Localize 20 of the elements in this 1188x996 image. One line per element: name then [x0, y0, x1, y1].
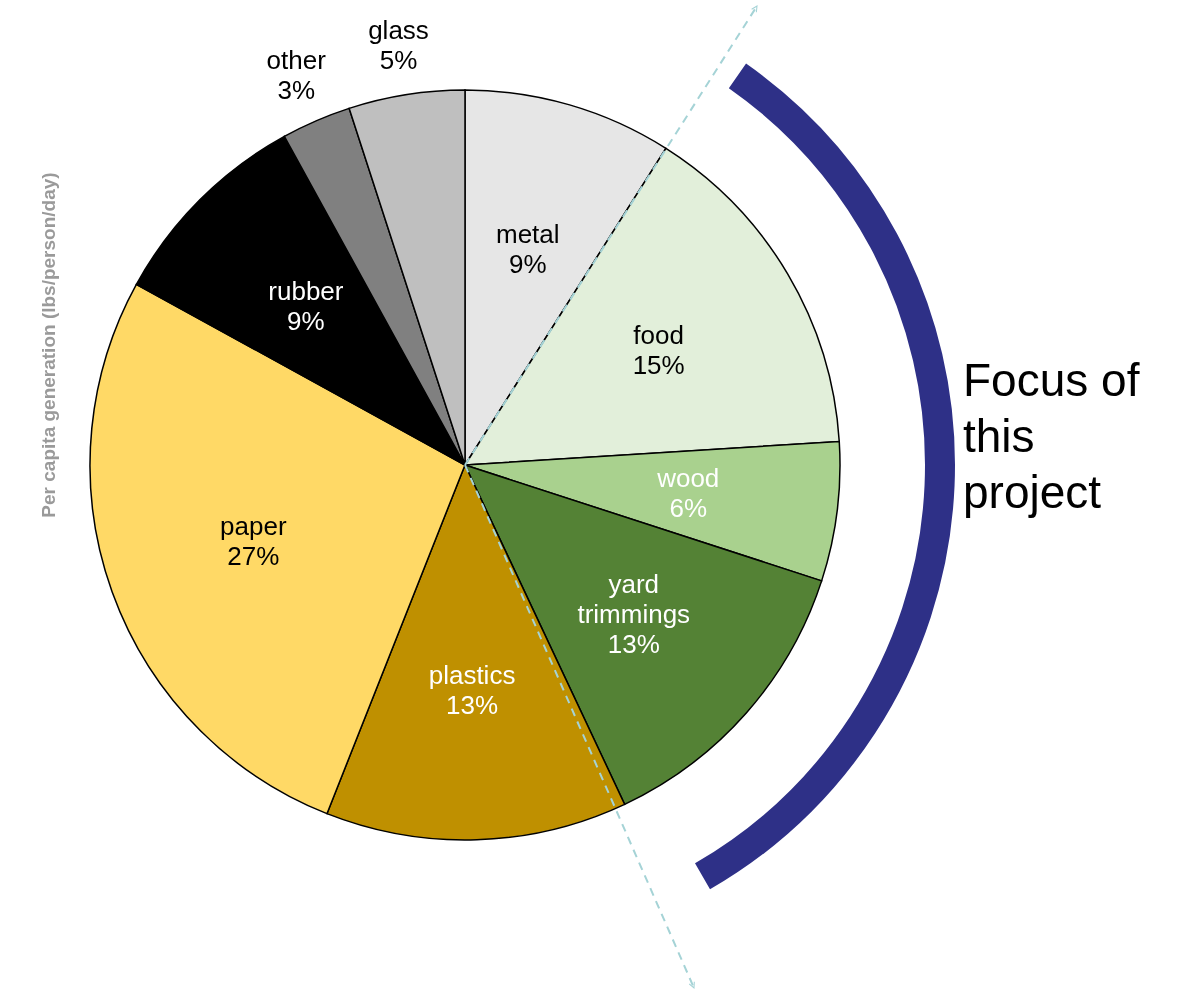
- slice-label: yard trimmings: [577, 568, 691, 629]
- slice-label: food: [633, 320, 684, 351]
- slice-label: glass: [368, 15, 429, 46]
- slice-label: other: [266, 44, 327, 75]
- data-label: 3%: [277, 74, 315, 105]
- slice-label: metal: [495, 218, 560, 249]
- data-label: 9%: [508, 248, 547, 279]
- data-label: 9%: [287, 305, 325, 336]
- data-label: 5%: [379, 45, 418, 76]
- text: Per capita generation (lbs/person/day): [37, 172, 59, 518]
- text: Focus of this project: [963, 353, 1141, 520]
- slice-label: wood: [656, 463, 720, 494]
- data-label: 13%: [607, 628, 660, 659]
- slice-label: plastics: [428, 659, 516, 690]
- data-label: 13%: [446, 689, 499, 720]
- data-label: 27%: [227, 541, 280, 572]
- data-label: 6%: [669, 493, 708, 524]
- slice-label: rubber: [268, 275, 344, 306]
- slice-label: paper: [220, 511, 287, 542]
- data-label: 15%: [632, 350, 685, 381]
